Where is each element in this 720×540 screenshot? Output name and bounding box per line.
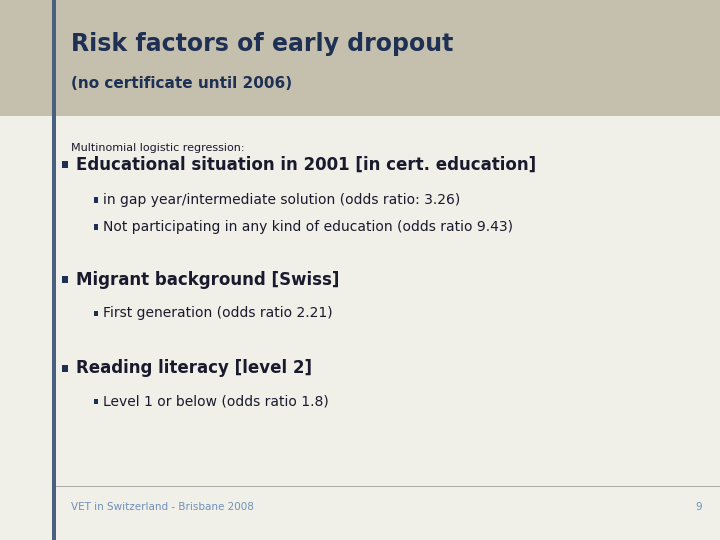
Bar — [62, 161, 68, 168]
Bar — [94, 310, 98, 316]
Bar — [62, 276, 68, 283]
Text: VET in Switzerland - Brisbane 2008: VET in Switzerland - Brisbane 2008 — [71, 502, 253, 511]
Bar — [94, 224, 98, 230]
Text: First generation (odds ratio 2.21): First generation (odds ratio 2.21) — [103, 306, 333, 320]
FancyBboxPatch shape — [0, 0, 720, 116]
Bar — [94, 399, 98, 404]
Text: (no certificate until 2006): (no certificate until 2006) — [71, 76, 292, 91]
Text: Level 1 or below (odds ratio 1.8): Level 1 or below (odds ratio 1.8) — [103, 395, 329, 409]
Bar — [62, 365, 68, 372]
Text: Multinomial logistic regression:: Multinomial logistic regression: — [71, 144, 244, 153]
Text: Risk factors of early dropout: Risk factors of early dropout — [71, 32, 453, 56]
FancyBboxPatch shape — [52, 0, 56, 540]
Text: Migrant background [Swiss]: Migrant background [Swiss] — [76, 271, 340, 289]
Bar — [94, 197, 98, 202]
Text: 9: 9 — [696, 502, 702, 511]
Text: Educational situation in 2001 [in cert. education]: Educational situation in 2001 [in cert. … — [76, 156, 536, 174]
Text: Not participating in any kind of education (odds ratio 9.43): Not participating in any kind of educati… — [103, 220, 513, 234]
Text: Reading literacy [level 2]: Reading literacy [level 2] — [76, 359, 312, 377]
Text: in gap year/intermediate solution (odds ratio: 3.26): in gap year/intermediate solution (odds … — [103, 193, 460, 207]
